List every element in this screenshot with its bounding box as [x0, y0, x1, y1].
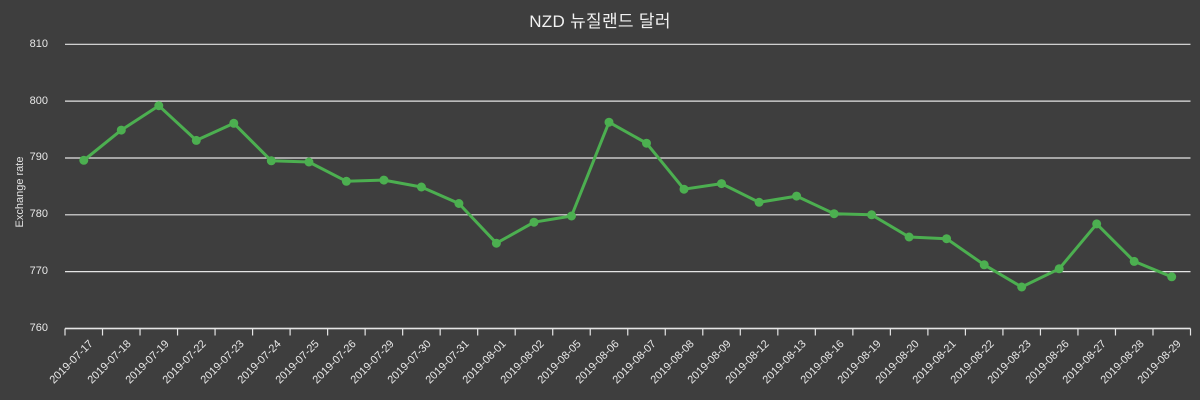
data-point[interactable] [1092, 219, 1102, 229]
data-point[interactable] [491, 238, 501, 248]
data-point[interactable] [266, 156, 276, 166]
data-point[interactable] [304, 157, 314, 167]
data-point[interactable] [1129, 256, 1139, 266]
y-tick-label: 810 [29, 37, 48, 50]
data-point[interactable] [529, 217, 539, 227]
chart-title: NZD 뉴질랜드 달러 [529, 12, 671, 31]
y-tick-label: 800 [29, 94, 48, 107]
data-point[interactable] [154, 101, 164, 111]
data-point[interactable] [829, 209, 839, 219]
data-point[interactable] [1017, 282, 1027, 292]
data-line [82, 104, 1174, 289]
data-point[interactable] [341, 176, 351, 186]
y-tick-label: 780 [29, 208, 48, 221]
data-point[interactable] [1167, 272, 1177, 282]
data-point[interactable] [191, 135, 201, 145]
data-point[interactable] [942, 234, 952, 244]
data-point[interactable] [416, 182, 426, 192]
y-tick-label: 760 [29, 322, 48, 334]
data-point[interactable] [642, 138, 651, 148]
data-point[interactable] [717, 179, 726, 189]
y-tick-label: 770 [29, 265, 48, 278]
data-point[interactable] [792, 191, 802, 201]
data-point[interactable] [567, 211, 576, 221]
data-point[interactable] [979, 260, 989, 270]
data-point[interactable] [904, 232, 914, 242]
data-point[interactable] [379, 175, 389, 185]
data-point[interactable] [604, 117, 614, 127]
data-point[interactable] [79, 155, 89, 165]
data-point[interactable] [229, 118, 239, 128]
data-point[interactable] [867, 210, 877, 220]
y-tick-label: 790 [29, 151, 48, 164]
data-point[interactable] [116, 125, 126, 135]
data-point[interactable] [679, 184, 689, 194]
data-point[interactable] [454, 199, 464, 208]
data-point[interactable] [1054, 264, 1064, 274]
data-point[interactable] [754, 197, 764, 207]
